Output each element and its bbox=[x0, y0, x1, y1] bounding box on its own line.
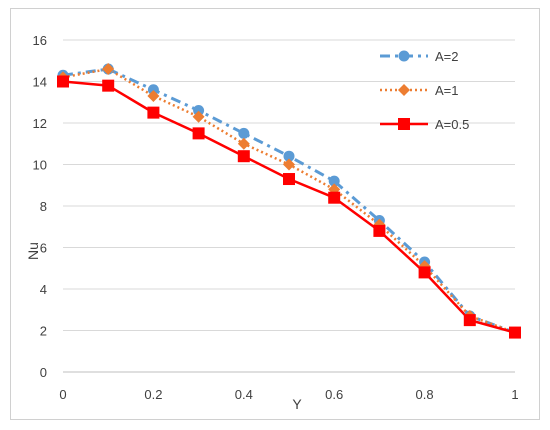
data-point-series-2 bbox=[192, 110, 205, 123]
legend-label-2: A=1 bbox=[435, 83, 459, 98]
y-tick-label: 2 bbox=[40, 324, 47, 339]
series-line-1 bbox=[62, 67, 516, 334]
data-point-series-2 bbox=[237, 137, 250, 150]
legend: A=2 A=1 A=0.5 bbox=[380, 49, 469, 132]
data-point-series-3 bbox=[509, 326, 521, 339]
x-tick-label: 0.2 bbox=[144, 387, 162, 402]
data-point-series-3 bbox=[328, 191, 341, 204]
data-point-series-3 bbox=[192, 127, 205, 140]
y-tick-label: 16 bbox=[33, 33, 47, 48]
series-lines bbox=[62, 67, 516, 334]
data-point-series-1 bbox=[328, 175, 340, 187]
x-tick-label: 1 bbox=[511, 387, 518, 402]
data-point-series-2 bbox=[102, 63, 115, 76]
y-tick-label: 14 bbox=[33, 75, 47, 90]
legend-marker-1 bbox=[398, 50, 410, 62]
y-tick-label: 4 bbox=[40, 282, 47, 297]
x-tick-label: 0.4 bbox=[235, 387, 253, 402]
series-markers bbox=[57, 63, 521, 339]
y-tick-label: 0 bbox=[40, 365, 47, 380]
y-tick-label: 6 bbox=[40, 241, 47, 256]
data-point-series-2 bbox=[283, 158, 295, 171]
y-tick-label: 8 bbox=[40, 199, 47, 214]
data-point-series-3 bbox=[57, 75, 69, 88]
data-point-series-1 bbox=[147, 84, 159, 96]
series-line-2 bbox=[62, 67, 516, 334]
y-tick-labels: 0 2 4 6 8 10 12 14 16 bbox=[33, 33, 47, 380]
y-tick-label: 12 bbox=[33, 116, 47, 131]
legend-label-1: A=2 bbox=[435, 49, 459, 64]
data-point-series-1 bbox=[193, 105, 205, 117]
data-point-series-1 bbox=[283, 150, 295, 162]
data-point-series-3 bbox=[418, 266, 431, 279]
x-axis-title: Y bbox=[292, 396, 302, 412]
data-point-series-2 bbox=[147, 90, 160, 103]
data-point-series-3 bbox=[102, 79, 115, 92]
data-point-series-3 bbox=[237, 150, 250, 163]
legend-marker-2 bbox=[398, 84, 410, 96]
legend-marker-3 bbox=[398, 118, 410, 130]
data-point-series-1 bbox=[238, 127, 250, 139]
legend-label-3: A=0.5 bbox=[435, 117, 469, 132]
data-point-series-3 bbox=[463, 314, 476, 327]
data-point-series-3 bbox=[373, 224, 386, 237]
chart-frame bbox=[10, 8, 540, 420]
data-point-series-3 bbox=[147, 106, 160, 119]
data-point-series-3 bbox=[283, 173, 295, 186]
x-tick-label: 0 bbox=[59, 387, 66, 402]
x-tick-label: 0.8 bbox=[416, 387, 434, 402]
y-tick-label: 10 bbox=[33, 158, 47, 173]
x-tick-label: 0.6 bbox=[325, 387, 343, 402]
x-tick-labels: 0 0.2 0.4 0.6 0.8 1 bbox=[59, 387, 518, 402]
y-axis-title: Nu bbox=[25, 242, 41, 260]
